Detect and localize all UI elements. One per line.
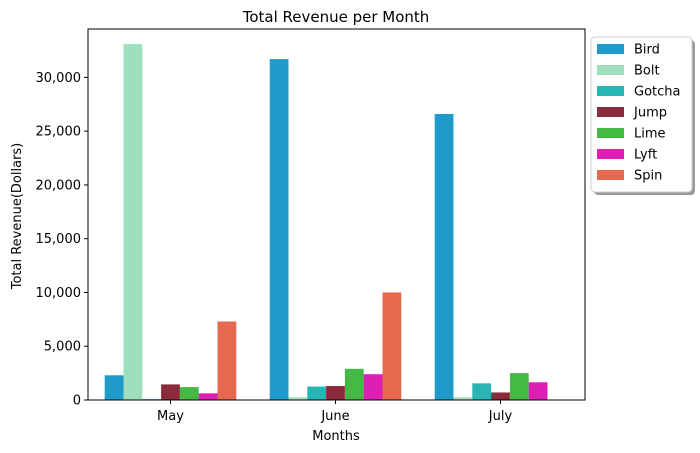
legend-swatch-lime: [597, 128, 624, 138]
bar-gotcha-june: [307, 386, 327, 400]
bar-bolt-may: [123, 44, 143, 401]
legend-label-spin: Spin: [634, 169, 662, 184]
y-tick-label: 20,000: [36, 178, 82, 193]
x-tick-label-june: June: [320, 409, 349, 424]
bar-jump-may: [161, 384, 180, 400]
bar-bird-july: [434, 113, 454, 400]
bar-lime-july: [509, 373, 529, 400]
legend-swatch-bolt: [597, 65, 624, 75]
y-tick-label: 10,000: [36, 286, 82, 301]
y-tick-label: 30,000: [36, 71, 82, 86]
bar-bird-may: [104, 375, 124, 400]
bar-bolt-july: [453, 397, 473, 400]
bar-lime-june: [344, 368, 364, 400]
y-axis-title: Total Revenue(Dollars): [10, 143, 25, 291]
legend-label-jump: Jump: [633, 106, 667, 121]
bar-spin-may: [217, 321, 237, 400]
chart-title: Total Revenue per Month: [242, 8, 430, 26]
y-tick-label: 25,000: [36, 125, 82, 140]
legend-label-gotcha: Gotcha: [634, 85, 680, 100]
bar-lyft-june: [363, 374, 383, 400]
plot-frame: [87, 28, 586, 401]
legend-swatch-jump: [597, 107, 624, 117]
bar-lyft-july: [528, 382, 548, 400]
legend: Bird Bolt Gotcha Jump Lime Lyft Spin: [590, 36, 695, 195]
axes-layer: 0 5,000 10,000 15,000 20,000 25,000 30,000 May J…: [36, 28, 586, 424]
legend-label-bolt: Bolt: [634, 64, 660, 79]
y-tick-label: 5,000: [44, 340, 81, 355]
x-axis-title: Months: [312, 429, 360, 444]
legend-swatch-bird: [597, 44, 624, 54]
bar-jump-june: [326, 386, 345, 400]
y-tick-label: 0: [73, 394, 81, 409]
bar-bird-june: [269, 59, 289, 401]
bar-lyft-may: [198, 393, 218, 400]
bar-lime-may: [179, 387, 199, 400]
legend-swatch-lyft: [597, 149, 624, 159]
legend-swatch-spin: [597, 170, 624, 180]
bars-layer: [104, 44, 548, 401]
bar-spin-june: [382, 292, 402, 400]
bar-jump-july: [491, 392, 510, 400]
x-tick-label-july: July: [488, 409, 513, 424]
legend-label-bird: Bird: [634, 43, 660, 58]
x-tick-label-may: May: [157, 409, 184, 424]
legend-swatch-gotcha: [597, 86, 624, 96]
legend-label-lime: Lime: [634, 127, 666, 142]
bar-gotcha-july: [472, 383, 492, 400]
bar-bolt-june: [288, 397, 308, 400]
y-tick-label: 15,000: [36, 232, 82, 247]
legend-label-lyft: Lyft: [634, 148, 657, 163]
